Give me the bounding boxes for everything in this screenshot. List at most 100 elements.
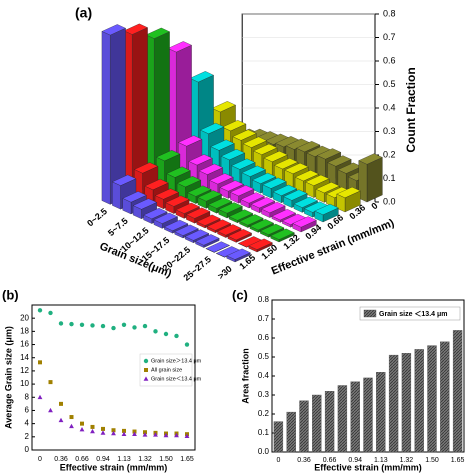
bar: [312, 394, 322, 453]
bar: [219, 187, 229, 199]
point: [58, 321, 64, 326]
legend-marker: [144, 368, 148, 372]
point: [48, 407, 53, 413]
point: [132, 429, 137, 434]
legend-marker: [143, 358, 149, 364]
point: [111, 325, 116, 331]
x-tick-label: 0.36: [54, 456, 68, 463]
bar: [414, 349, 424, 453]
bar: [249, 225, 259, 233]
bar: [164, 226, 173, 234]
z-tick-label: 0.7: [383, 32, 396, 42]
point: [122, 428, 126, 433]
y-tick-label: 16: [20, 340, 29, 349]
z-tick-label: 0.1: [383, 173, 396, 183]
panel-label: (b): [2, 287, 19, 302]
x-tick-label: >30: [216, 264, 234, 281]
bar: [315, 188, 325, 203]
bar: [304, 208, 313, 218]
point: [58, 417, 64, 423]
bar: [282, 220, 291, 228]
bar: [186, 214, 195, 224]
bar: [273, 421, 284, 453]
bar: [143, 214, 152, 224]
bar: [226, 255, 236, 263]
y-tick-label: 0.6: [258, 333, 270, 342]
point: [37, 308, 43, 313]
point: [69, 321, 74, 327]
legend-box: [139, 353, 193, 387]
point: [100, 430, 106, 435]
bar: [250, 204, 260, 214]
z-axis-label: Count Fraction: [404, 67, 418, 152]
bar: [218, 209, 228, 219]
bar: [261, 208, 270, 218]
legend-box: [359, 306, 461, 321]
x-tick-label: 1.50: [425, 457, 439, 464]
y-tick-label: 20: [20, 313, 29, 322]
point: [174, 432, 179, 438]
bar: [239, 221, 248, 228]
x-tick-label: 5~7.5: [106, 216, 130, 238]
legend-label: Grain size＜13.4 μm: [151, 376, 202, 382]
y-tick-label: 0: [25, 445, 30, 454]
legend-label: Grain size＞13.4 μm: [151, 358, 202, 364]
point: [48, 310, 53, 316]
point: [90, 323, 95, 328]
x-tick-label: 0.94: [348, 457, 362, 464]
bar: [216, 253, 225, 258]
point: [90, 424, 95, 429]
bar: [293, 203, 303, 213]
bar: [337, 385, 348, 453]
bar: [262, 184, 272, 199]
point: [184, 433, 190, 438]
point: [132, 431, 137, 436]
bar: [184, 236, 194, 244]
x-tick-label: 1.13: [117, 456, 131, 463]
x-tick-label: 1.65: [180, 456, 194, 463]
bar: [206, 226, 216, 234]
bar: [314, 210, 324, 223]
point: [184, 342, 190, 347]
z-tick-label: 0.8: [383, 8, 396, 18]
bar: [132, 205, 142, 220]
bar: [376, 372, 386, 453]
bar: [112, 181, 121, 210]
x-tick-label: 1.13: [374, 457, 388, 464]
bar: [187, 192, 196, 204]
point: [163, 331, 169, 337]
bar: [153, 219, 163, 229]
point: [79, 322, 85, 327]
bar-side: [214, 245, 230, 253]
bar: [358, 160, 368, 203]
bar: [440, 341, 450, 453]
bar: [165, 202, 174, 214]
bar: [350, 381, 360, 453]
bar: [324, 391, 335, 453]
y-axis-label: Average Grain size (μm): [3, 326, 13, 429]
point: [163, 432, 169, 438]
point: [38, 360, 42, 365]
y-tick-label: 0.5: [258, 352, 270, 361]
x-tick-label: 0.36: [297, 457, 311, 464]
bar: [292, 223, 302, 233]
y-tick-label: 8: [25, 392, 30, 401]
y-tick-label: 12: [20, 366, 29, 375]
bar: [197, 197, 207, 209]
bar: [227, 235, 237, 243]
panel-label: (c): [232, 287, 248, 302]
y-tick-label: 0.0: [258, 447, 270, 456]
x-tick-label: 0: [38, 456, 42, 463]
x-tick-label: 0.94: [96, 456, 110, 463]
bar: [228, 216, 238, 224]
point: [111, 430, 116, 436]
z-tick-label: 0.6: [383, 55, 396, 65]
panel-label: (a): [75, 5, 92, 21]
bar: [286, 411, 296, 453]
legend-swatch: [363, 309, 377, 318]
legend-label: Grain size ＜13.4 μm: [379, 310, 447, 318]
point: [79, 427, 85, 432]
bar: [154, 195, 164, 210]
bar: [283, 196, 292, 208]
